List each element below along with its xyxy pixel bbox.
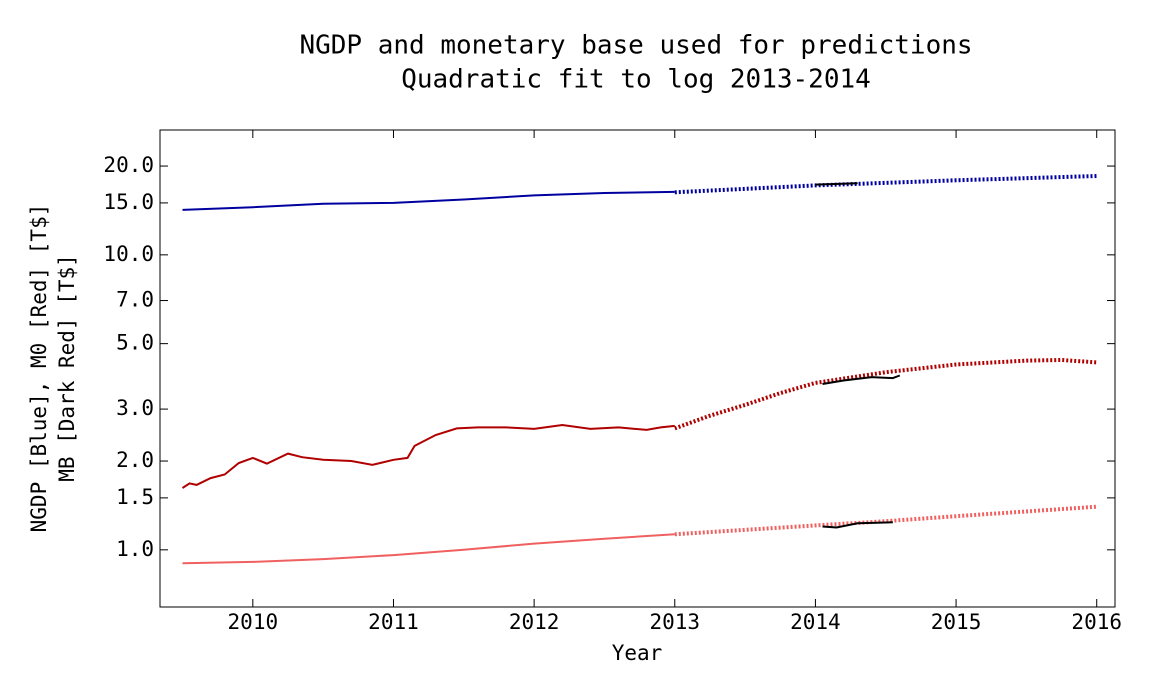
y-tick-label: 5.0 [116, 331, 154, 355]
chart-subtitle: Quadratic fit to log 2013-2014 [401, 65, 871, 95]
series-line [182, 533, 675, 565]
y-axis-label: NGDP [Blue], M0 [Red] [T$] [27, 204, 51, 533]
chart-title: NGDP and monetary base used for predicti… [299, 31, 972, 61]
series-line [674, 504, 1097, 537]
y-tick-label: 1.0 [116, 537, 154, 561]
series-line [815, 182, 858, 186]
x-tick-label: 2014 [790, 610, 841, 634]
x-tick-label: 2011 [368, 610, 419, 634]
y-axis-label: MB [Dark Red] [T$] [55, 254, 79, 482]
x-tick-label: 2013 [649, 610, 700, 634]
y-tick-label: 3.0 [116, 396, 154, 420]
series-line [181, 423, 675, 489]
series-line [674, 174, 1097, 195]
series-line [822, 374, 901, 385]
y-tick-label: 15.0 [103, 190, 154, 214]
y-tick-label: 2.0 [116, 448, 154, 472]
y-tick-label: 20.0 [103, 153, 154, 177]
x-tick-label: 2016 [1071, 610, 1122, 634]
x-axis-label: Year [612, 641, 663, 665]
series-line [182, 190, 675, 211]
x-tick-label: 2012 [509, 610, 560, 634]
x-tick-label: 2015 [931, 610, 982, 634]
y-tick-label: 1.5 [116, 485, 154, 509]
x-tick-label: 2010 [228, 610, 279, 634]
plot-frame [159, 129, 1116, 608]
y-tick-label: 10.0 [103, 242, 154, 266]
series-line [674, 357, 1097, 431]
series-line [822, 521, 893, 529]
y-tick-label: 7.0 [116, 288, 154, 312]
